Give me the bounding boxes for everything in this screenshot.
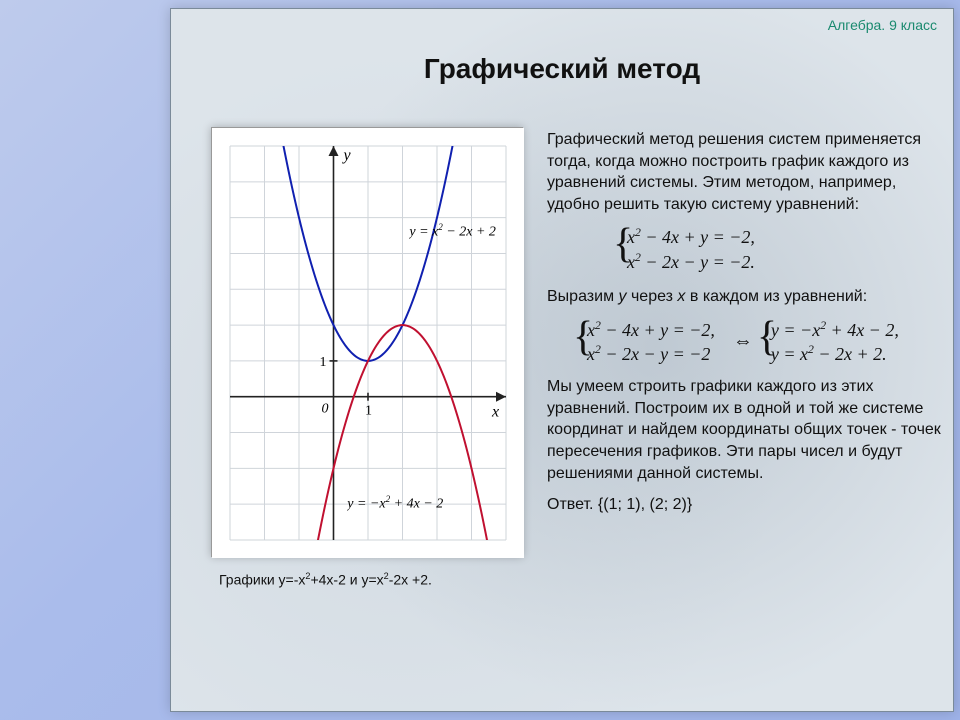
slide-title: Графический метод [171,53,953,85]
explain-text: Графический метод решения систем применя… [547,129,941,526]
system1-eq1: x2 − 4x + y = −2, [627,225,941,249]
chart-svg: 011xyy = x2 − 2x + 2y = −x2 + 4x − 2 [212,128,524,558]
svg-text:y: y [342,147,352,164]
system-2: { x2 − 4x + y = −2, x2 − 2x − y = −2 ⇔ {… [587,318,941,367]
paragraph-2: Выразим y через x в каждом из уравнений: [547,286,941,308]
slide: Алгебра. 9 класс Графический метод 0 1 1 x y… [170,8,954,712]
brace-icon: { [613,223,633,265]
svg-text:x: x [491,404,499,421]
paragraph-3: Мы умеем строить графики каждого из этих… [547,376,941,484]
system1-eq2: x2 − 2x − y = −2. [627,250,941,274]
svg-text:1: 1 [320,355,327,370]
answer-line: Ответ. {(1; 1), (2; 2)} [547,494,941,516]
system2-right-eq2: y = x2 − 2x + 2. [771,342,899,366]
system2-left-eq1: x2 − 4x + y = −2, [587,318,715,342]
iff-symbol: ⇔ [733,328,753,355]
brace-icon: { [573,316,593,358]
paragraph-1: Графический метод решения систем применя… [547,129,941,215]
system2-right-eq1: y = −x2 + 4x − 2, [771,318,899,342]
course-label: Алгебра. 9 класс [828,17,937,33]
brace-icon: { [757,316,777,358]
svg-text:1: 1 [365,404,372,419]
system2-left-eq2: x2 − 2x − y = −2 [587,342,715,366]
system-1: { x2 − 4x + y = −2, x2 − 2x − y = −2. [627,225,941,274]
chart-caption: Графики y=-x2+4x-2 и y=x2-2x +2. [219,571,519,588]
svg-text:0: 0 [322,402,329,417]
chart-panel: 011xyy = x2 − 2x + 2y = −x2 + 4x − 2 [211,127,523,557]
